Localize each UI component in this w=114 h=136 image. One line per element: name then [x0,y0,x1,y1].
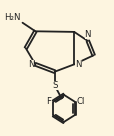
Text: N: N [27,60,34,69]
Text: H₂N: H₂N [4,13,21,22]
Text: N: N [75,60,81,69]
Text: S: S [52,81,57,90]
Text: N: N [84,30,90,39]
Text: Cl: Cl [76,97,85,106]
Text: F: F [46,97,51,106]
